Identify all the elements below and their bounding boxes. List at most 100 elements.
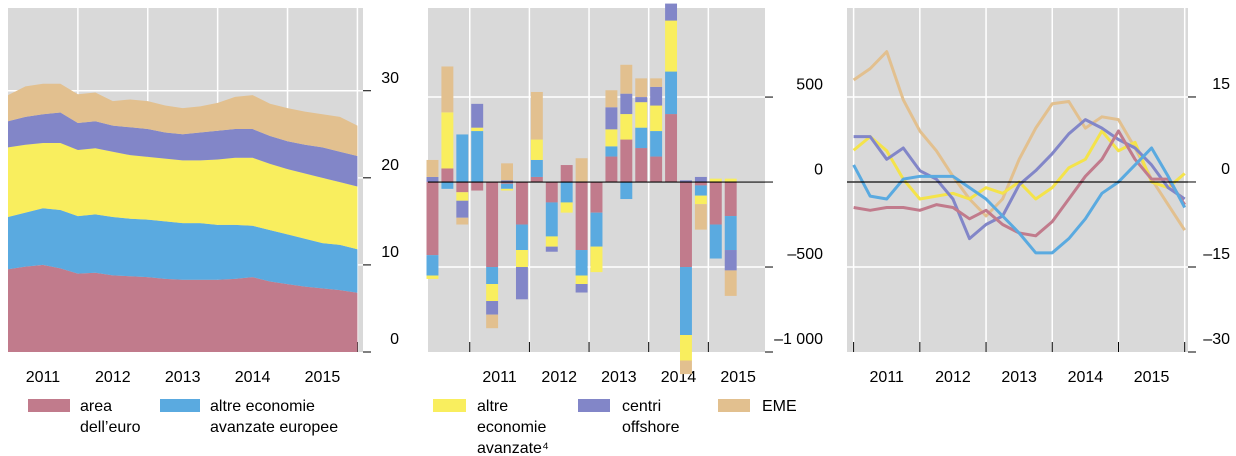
- bar: [650, 78, 663, 87]
- bar: [650, 86, 663, 106]
- bar: [575, 182, 588, 251]
- area: [8, 142, 358, 250]
- bar: [501, 182, 513, 184]
- x-tick-label: 2012: [541, 369, 577, 386]
- bar: [530, 139, 543, 160]
- bar: [486, 267, 499, 285]
- bar: [680, 335, 692, 361]
- x-tick-label: 2015: [1134, 369, 1170, 386]
- plot-background: [847, 8, 1188, 352]
- x-tick-label: 2011: [26, 369, 61, 386]
- bar: [605, 107, 618, 130]
- bar: [605, 129, 618, 147]
- bar: [441, 182, 454, 189]
- x-tick-label: 2015: [720, 369, 756, 386]
- x-tick-label: 2013: [165, 369, 201, 386]
- bar: [486, 284, 499, 302]
- bar: [501, 183, 513, 189]
- bar: [575, 284, 588, 293]
- bar: [635, 127, 648, 149]
- bar: [560, 182, 573, 203]
- y-tick-label: 30: [381, 70, 399, 87]
- legend-swatch: [160, 399, 200, 412]
- legend-label: altre economie avanzate europee: [210, 398, 339, 436]
- legend-label: altre economie avanzate⁴: [477, 398, 549, 456]
- y-tick-label: 500: [796, 76, 823, 93]
- legend-swatch: [433, 399, 466, 412]
- bar: [545, 182, 558, 203]
- x-tick-label: 2013: [1001, 369, 1037, 386]
- legend-label: area dell’euro: [80, 398, 141, 436]
- bar: [560, 165, 573, 183]
- bar: [441, 66, 454, 113]
- y-tick-label: 0: [390, 331, 399, 348]
- x-tick-label: 2013: [601, 369, 637, 386]
- bar: [694, 176, 707, 183]
- bar: [441, 168, 454, 183]
- y-tick-label: 20: [381, 157, 399, 174]
- y-tick-label: –500: [787, 246, 823, 263]
- bar: [605, 146, 618, 157]
- bar: [635, 148, 648, 183]
- bar: [680, 267, 692, 336]
- bar: [635, 97, 648, 103]
- bar: [530, 176, 543, 183]
- bar: [501, 163, 513, 181]
- bar: [471, 103, 484, 128]
- bar: [650, 105, 663, 132]
- bar: [709, 224, 722, 259]
- bar: [515, 267, 528, 300]
- bar: [471, 131, 484, 183]
- line: [852, 50, 1186, 231]
- bar: [426, 255, 439, 276]
- area: [8, 83, 358, 157]
- x-tick-label: 2014: [1068, 369, 1104, 386]
- bar: [694, 182, 707, 186]
- bar: [575, 158, 588, 183]
- bar: [515, 182, 528, 225]
- bar: [694, 185, 707, 196]
- bar: [620, 114, 633, 140]
- y-tick-label: 10: [381, 244, 399, 261]
- bar: [590, 182, 603, 213]
- bar: [680, 180, 692, 183]
- bar: [590, 212, 603, 247]
- bar: [605, 156, 618, 183]
- bar: [709, 182, 722, 225]
- bar: [545, 246, 558, 252]
- bar: [724, 216, 737, 251]
- bar: [456, 217, 469, 225]
- area: [8, 112, 358, 187]
- bar: [501, 180, 513, 183]
- x-tick-label: 2011: [482, 369, 517, 386]
- bar: [545, 202, 558, 237]
- bar: [426, 182, 439, 256]
- bar: [605, 90, 618, 108]
- bar: [545, 236, 558, 247]
- bar: [575, 275, 588, 285]
- area: [8, 264, 358, 352]
- bar: [426, 159, 439, 177]
- y-tick-label: –1 000: [774, 331, 823, 348]
- bar: [486, 301, 499, 315]
- bar: [665, 114, 678, 183]
- bar: [694, 195, 707, 205]
- area: [8, 208, 358, 293]
- bar: [680, 182, 692, 268]
- bar: [635, 102, 648, 128]
- bar: [665, 71, 678, 115]
- line: [853, 118, 1186, 241]
- y-tick-label: 0: [1221, 161, 1230, 178]
- legend-label: EME: [762, 398, 797, 415]
- bar: [426, 275, 439, 279]
- bar: [456, 200, 469, 218]
- legend-swatch: [718, 399, 750, 412]
- bar: [486, 182, 499, 268]
- bar: [724, 178, 737, 183]
- bar: [515, 224, 528, 251]
- bar: [665, 20, 678, 72]
- bar: [680, 360, 692, 375]
- bar: [650, 131, 663, 157]
